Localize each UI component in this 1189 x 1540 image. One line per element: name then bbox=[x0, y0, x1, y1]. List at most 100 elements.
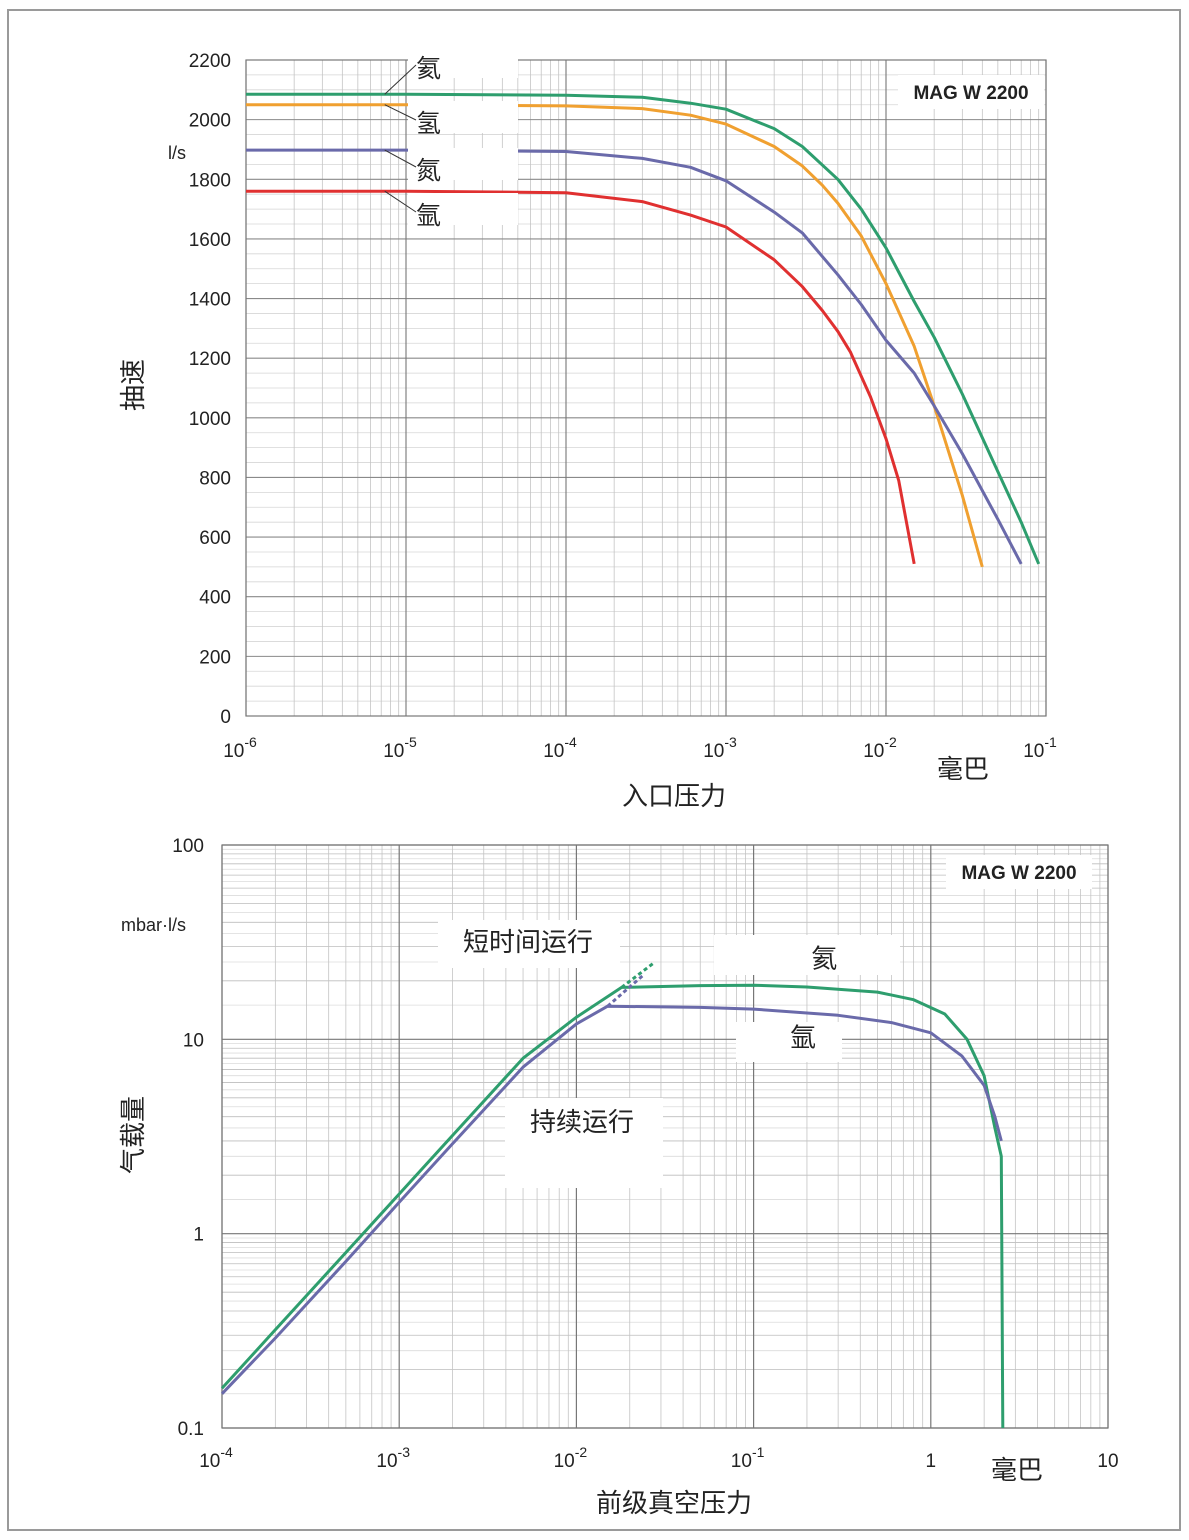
y-tick-label: 400 bbox=[199, 588, 231, 609]
x-unit: 毫巴 bbox=[937, 755, 989, 785]
series-label-box-argon bbox=[736, 1022, 842, 1062]
x-tick-label: 10-1 bbox=[1023, 734, 1057, 762]
x-unit: 毫巴 bbox=[991, 1456, 1043, 1486]
plot-border bbox=[245, 59, 1047, 717]
y-tick-label: 1400 bbox=[189, 290, 231, 311]
x-tick-base: 10 bbox=[223, 741, 244, 762]
x-tick-exp: -3 bbox=[398, 1444, 411, 1460]
series-leader-line bbox=[384, 149, 417, 168]
x-tick-label: 10-3 bbox=[703, 734, 737, 762]
y-tick-label: 200 bbox=[199, 647, 231, 668]
annotation-short-time: 短时间运行 bbox=[463, 928, 593, 958]
series-leader-line bbox=[384, 190, 417, 213]
chart-title: MAG W 2200 bbox=[961, 863, 1076, 884]
y-tick-label: 0.1 bbox=[178, 1419, 204, 1440]
x-tick-label: 10-6 bbox=[223, 734, 257, 762]
x-tick-base: 10 bbox=[1097, 1451, 1118, 1472]
series-line-1 bbox=[220, 1004, 1003, 1395]
plot-area bbox=[222, 845, 1108, 1428]
series-line-2 bbox=[246, 148, 1023, 565]
x-tick-base: 10 bbox=[863, 741, 884, 762]
x-tick-exp: -4 bbox=[220, 1444, 233, 1460]
annotation-box-continuous bbox=[505, 1098, 663, 1188]
y-tick-label: 100 bbox=[172, 836, 204, 857]
y-tick-label: 600 bbox=[199, 528, 231, 549]
x-tick-label: 10 bbox=[1097, 1451, 1118, 1472]
x-tick-exp: -2 bbox=[884, 734, 897, 750]
y-tick-label: 2000 bbox=[189, 111, 231, 132]
y-tick-label: 1 bbox=[193, 1225, 204, 1246]
y-axis-label: 抽速 bbox=[119, 359, 149, 411]
series-label-box-helium bbox=[714, 935, 900, 975]
x-tick-label: 10-4 bbox=[199, 1444, 233, 1472]
x-tick-base: 10 bbox=[703, 741, 724, 762]
x-tick-base: 10 bbox=[731, 1451, 752, 1472]
x-axis-label: 入口压力 bbox=[622, 782, 726, 812]
x-tick-label: 10-4 bbox=[543, 734, 577, 762]
x-tick-label: 10-3 bbox=[376, 1444, 410, 1472]
grid bbox=[221, 844, 1109, 1429]
x-tick-base: 10 bbox=[554, 1451, 575, 1472]
y-axis-label: 气载量 bbox=[119, 1096, 149, 1174]
series-group bbox=[246, 92, 1041, 568]
chart-title: MAG W 2200 bbox=[913, 83, 1028, 104]
x-tick-base: 10 bbox=[1023, 741, 1044, 762]
x-tick-label: 10-2 bbox=[863, 734, 897, 762]
x-tick-base: 1 bbox=[926, 1451, 937, 1472]
y-unit: mbar·l/s bbox=[121, 915, 186, 935]
series-line-0 bbox=[220, 983, 1005, 1429]
chart-title-box bbox=[946, 855, 1092, 889]
x-tick-label: 10-1 bbox=[731, 1444, 765, 1472]
annotation-box-short bbox=[438, 920, 620, 968]
series-leader-line bbox=[384, 64, 417, 95]
y-tick-label: 1000 bbox=[189, 409, 231, 430]
y-tick-label: 0 bbox=[220, 707, 231, 728]
page-border bbox=[7, 9, 1181, 1531]
x-tick-label: 10-5 bbox=[383, 734, 417, 762]
series-label-box bbox=[408, 46, 518, 78]
x-tick-exp: -4 bbox=[564, 734, 577, 750]
series-label: 氮 bbox=[416, 156, 441, 185]
series-label: 氢 bbox=[416, 109, 441, 138]
x-tick-base: 10 bbox=[376, 1451, 397, 1472]
series-leader-line bbox=[384, 104, 417, 121]
series-label: 氦 bbox=[416, 54, 441, 83]
x-tick-label: 10-2 bbox=[554, 1444, 588, 1472]
x-tick-base: 10 bbox=[543, 741, 564, 762]
annotation-continuous: 持续运行 bbox=[530, 1108, 634, 1138]
y-tick-label: 1800 bbox=[189, 170, 231, 191]
plot-border bbox=[221, 844, 1109, 1429]
series-label-box bbox=[408, 193, 518, 225]
series-group bbox=[220, 962, 1005, 1429]
x-tick-exp: -2 bbox=[575, 1444, 588, 1460]
series-label: 氦 bbox=[811, 945, 837, 975]
pumping-speed-chart: 0 200 400 600 800 1000 1200 1400 1600 1800 2000 220… bbox=[119, 46, 1057, 812]
x-tick-exp: -3 bbox=[724, 734, 737, 750]
x-tick-base: 10 bbox=[383, 741, 404, 762]
series-label-box bbox=[408, 148, 518, 180]
x-tick-exp: -1 bbox=[1044, 734, 1057, 750]
y-tick-label: 1600 bbox=[189, 230, 231, 251]
x-tick-base: 10 bbox=[199, 1451, 220, 1472]
x-tick-exp: -1 bbox=[752, 1444, 765, 1460]
tick-labels: 0 200 400 600 800 1000 1200 1400 1600 1800 2000 220… bbox=[189, 51, 1057, 762]
series-line-1 bbox=[246, 103, 984, 568]
y-tick-label: 800 bbox=[199, 468, 231, 489]
series-extension-1 bbox=[606, 973, 645, 1008]
x-axis-label: 前级真空压力 bbox=[596, 1489, 752, 1519]
x-tick-label: 1 bbox=[926, 1451, 937, 1472]
y-tick-label: 2200 bbox=[189, 51, 231, 72]
series-label: 氩 bbox=[416, 201, 441, 230]
series-line-0 bbox=[246, 92, 1041, 565]
series-line-3 bbox=[246, 189, 916, 565]
x-tick-exp: -6 bbox=[244, 734, 257, 750]
grid bbox=[245, 59, 1047, 717]
series-label-box bbox=[408, 101, 518, 133]
series-labels: 氦氩 bbox=[790, 945, 837, 1054]
y-tick-label: 1200 bbox=[189, 349, 231, 370]
